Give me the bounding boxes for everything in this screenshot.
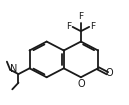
- Text: F: F: [90, 22, 96, 31]
- Text: O: O: [106, 68, 114, 78]
- Text: F: F: [78, 12, 83, 21]
- Text: N: N: [10, 64, 18, 74]
- Text: O: O: [77, 79, 85, 89]
- Text: F: F: [66, 22, 71, 31]
